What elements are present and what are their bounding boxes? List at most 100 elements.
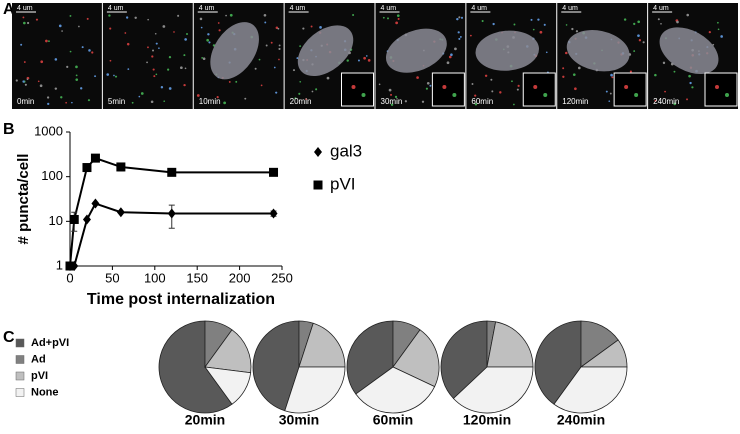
punctum [660,22,662,25]
legend-label: pVI [31,370,48,382]
punctum [22,80,25,83]
punctum [491,90,494,93]
punctum [562,67,565,70]
punctum [673,102,677,106]
x-tick-label: 50 [105,270,119,285]
legend-label: Ad+pVI [31,337,69,349]
punctum [45,39,48,43]
punctum [378,83,381,86]
punctum [296,57,299,60]
punctum [562,75,565,78]
panel-label: B [3,121,15,138]
punctum [168,56,172,59]
inset-dot [634,93,639,97]
punctum [720,35,723,38]
punctum [298,92,301,95]
punctum [69,14,72,17]
punctum [676,20,679,24]
punctum [61,30,63,32]
punctum [363,56,366,60]
punctum [490,78,493,81]
punctum [458,16,461,19]
punctum [22,21,26,25]
punctum [275,26,279,30]
punctum [147,46,149,49]
punctum [160,86,164,89]
x-tick-label: 200 [229,270,251,285]
punctum [450,53,453,56]
punctum [125,16,129,19]
punctum [58,24,62,28]
marker [269,167,279,177]
punctum [484,74,488,78]
marker [82,214,91,225]
punctum [469,34,472,37]
punctum [390,93,393,96]
legend-marker [314,147,322,157]
y-tick-label: 100 [41,168,63,183]
punctum [565,51,568,55]
punctum [404,100,407,103]
scale-label: 4 um [471,5,487,12]
punctum [388,88,392,92]
punctum [131,101,134,104]
punctum [545,51,548,54]
micrograph: 4 um 20min [284,3,375,109]
punctum [657,18,660,21]
punctum [173,31,175,33]
punctum [37,80,40,83]
pie-slice [158,320,233,414]
punctum [134,16,137,20]
punctum [81,46,84,49]
punctum [167,68,170,71]
micrograph: 4 um 60min [466,3,557,109]
punctum [201,57,204,59]
pie-slice [298,322,346,368]
time-label: 20min [290,97,312,106]
pie-slice [284,366,346,414]
punctum [629,70,633,73]
scale-label: 4 um [17,5,33,12]
y-tick-label: 1 [56,257,63,272]
time-label: 0min [17,97,34,106]
x-tick-label: 0 [66,270,73,285]
inset-dot [351,85,356,89]
punctum [54,87,58,90]
inset-dot [624,85,629,89]
punctum [319,26,322,29]
punctum [47,102,50,106]
inset-dot [543,93,548,97]
legend-label: gal3 [330,141,362,160]
punctum [311,90,314,93]
punctum [225,14,227,17]
punctum [162,25,166,28]
punctum [429,84,432,87]
punctum [244,97,247,100]
marker [116,207,125,218]
punctum [633,22,636,26]
pie-label: 30min [279,412,319,428]
time-label: 10min [199,97,221,106]
nucleus [385,28,447,73]
nucleus [210,22,259,80]
nucleus [659,27,719,75]
punctum [611,76,614,79]
punctum [691,86,694,89]
punctum [26,21,30,25]
punctum [571,27,574,31]
punctum [608,100,611,102]
time-label: 60min [471,97,493,106]
inset [704,72,738,107]
punctum [217,22,220,24]
pie-slice [204,366,252,405]
punctum [196,94,200,97]
punctum [109,27,112,30]
punctum [302,27,305,30]
punctum [60,96,63,99]
marker [116,162,126,172]
time-label: 30min [381,97,403,106]
punctum [152,68,155,71]
punctum [254,67,257,70]
punctum [499,91,502,94]
x-tick-label: 150 [186,270,208,285]
